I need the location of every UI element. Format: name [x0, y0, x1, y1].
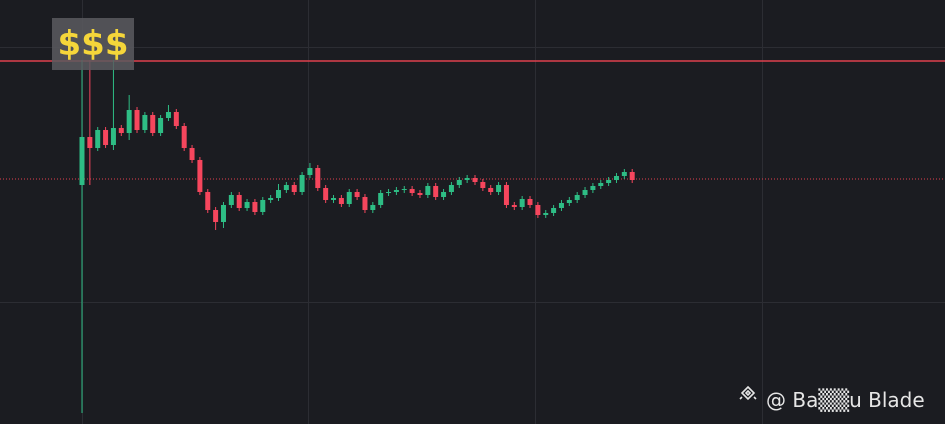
candle-body: [158, 118, 164, 133]
candle-body: [236, 195, 242, 208]
candle-body: [417, 193, 423, 195]
plot: [0, 60, 945, 413]
candle-body: [315, 168, 321, 188]
candle-body: [213, 210, 219, 222]
candle-body: [220, 205, 226, 222]
candle-body: [448, 185, 454, 192]
candle-body: [103, 130, 109, 145]
candle-body: [283, 185, 289, 190]
candle-body: [299, 175, 305, 192]
candle-body: [134, 110, 140, 130]
candle-body: [291, 185, 297, 192]
candle-body: [150, 115, 156, 133]
candle-body: [142, 115, 148, 130]
candle-body: [87, 137, 93, 148]
watermark: @ Ba▒▒u Blade: [766, 388, 925, 412]
candle-body: [503, 185, 509, 205]
candle-body: [488, 188, 494, 192]
candle-body: [456, 180, 462, 185]
candle-body: [362, 197, 368, 210]
candle-body: [205, 192, 211, 210]
candle-body: [110, 128, 116, 145]
candle-body: [354, 192, 360, 197]
candle-body: [598, 183, 604, 186]
price-line-label: $$$: [58, 24, 129, 64]
candle-body: [566, 200, 572, 203]
candle-body: [425, 186, 431, 195]
label-box: [52, 18, 134, 70]
candle-body: [181, 126, 187, 148]
candle-body: [307, 168, 313, 175]
candle-body: [228, 195, 234, 205]
candle-body: [346, 192, 352, 204]
candle-body: [606, 180, 612, 183]
candle-body: [378, 193, 384, 205]
candle-body: [527, 199, 533, 205]
candle-body: [386, 192, 392, 193]
candle-body: [543, 213, 549, 215]
candle-body: [189, 148, 195, 160]
candle-body: [197, 160, 203, 192]
candle-body: [464, 178, 470, 180]
candle-body: [401, 189, 407, 190]
candle-body: [433, 186, 439, 197]
candle-body: [165, 112, 171, 118]
candle-body: [582, 190, 588, 195]
candle-body: [370, 205, 376, 210]
candle-body: [621, 172, 627, 176]
candle-body: [511, 205, 517, 207]
candle-body: [252, 202, 258, 212]
candle-body: [244, 202, 250, 208]
candle-body: [535, 205, 541, 215]
candle-body: [441, 192, 447, 197]
candle-body: [323, 188, 329, 200]
candle-body: [590, 186, 596, 190]
candle-body: [331, 198, 337, 200]
candle-body: [173, 112, 179, 126]
candle-body: [613, 176, 619, 180]
candle-body: [260, 200, 266, 212]
candle-body: [480, 182, 486, 188]
candle-body: [268, 198, 274, 200]
candle-body: [551, 208, 557, 213]
candle-body: [409, 189, 415, 193]
candle-body: [558, 203, 564, 208]
candle-body: [276, 190, 281, 198]
candle-body: [338, 198, 344, 204]
candle-body: [393, 190, 399, 192]
candle-body: [126, 110, 132, 133]
candle-body: [629, 172, 635, 180]
candle-body: [95, 130, 101, 148]
candle-body: [574, 195, 580, 200]
candle-body: [79, 137, 85, 185]
candle-body: [519, 199, 525, 207]
candle-body: [472, 178, 478, 182]
candle-body: [496, 185, 502, 192]
watermark-logo: [739, 385, 757, 401]
candle-body: [118, 128, 124, 133]
